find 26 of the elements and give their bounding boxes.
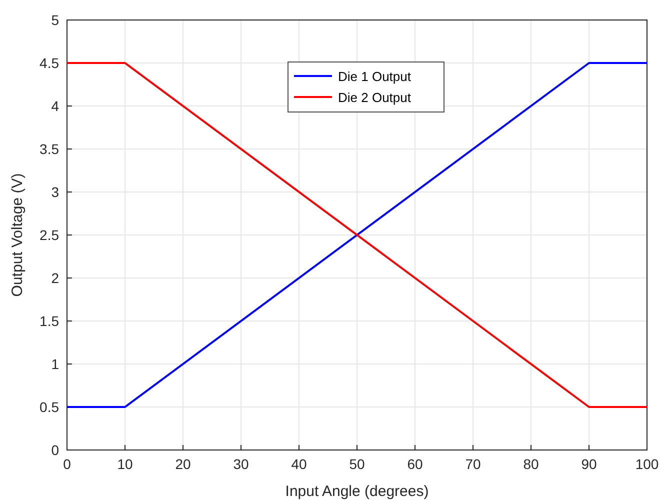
x-tick-label: 50: [349, 456, 365, 472]
y-tick-label: 3.5: [40, 141, 60, 157]
x-tick-label: 60: [407, 456, 423, 472]
x-tick-label: 80: [523, 456, 539, 472]
y-axis-title: Output Voltage (V): [9, 173, 26, 297]
x-tick-label: 20: [175, 456, 191, 472]
y-tick-label: 0: [51, 442, 60, 458]
y-tick-label: 2.5: [40, 227, 60, 243]
x-tick-label: 90: [581, 456, 597, 472]
legend-label: Die 1 Output: [338, 69, 412, 84]
x-tick-label: 0: [63, 456, 72, 472]
legend-label: Die 2 Output: [338, 90, 412, 105]
x-tick-label: 40: [291, 456, 307, 472]
y-tick-label: 4: [51, 98, 60, 114]
y-tick-label: 3: [51, 184, 60, 200]
x-tick-label: 100: [635, 456, 659, 472]
x-tick-label: 70: [465, 456, 481, 472]
y-tick-label: 1.5: [40, 313, 60, 329]
y-tick-label: 5: [51, 12, 60, 28]
y-tick-label: 2: [51, 270, 60, 286]
x-axis-title: Input Angle (degrees): [285, 483, 429, 500]
y-tick-label: 1: [51, 356, 60, 372]
y-tick-label: 0.5: [40, 399, 60, 415]
x-tick-label: 10: [117, 456, 133, 472]
x-tick-label: 30: [233, 456, 249, 472]
y-tick-label: 4.5: [40, 55, 60, 71]
